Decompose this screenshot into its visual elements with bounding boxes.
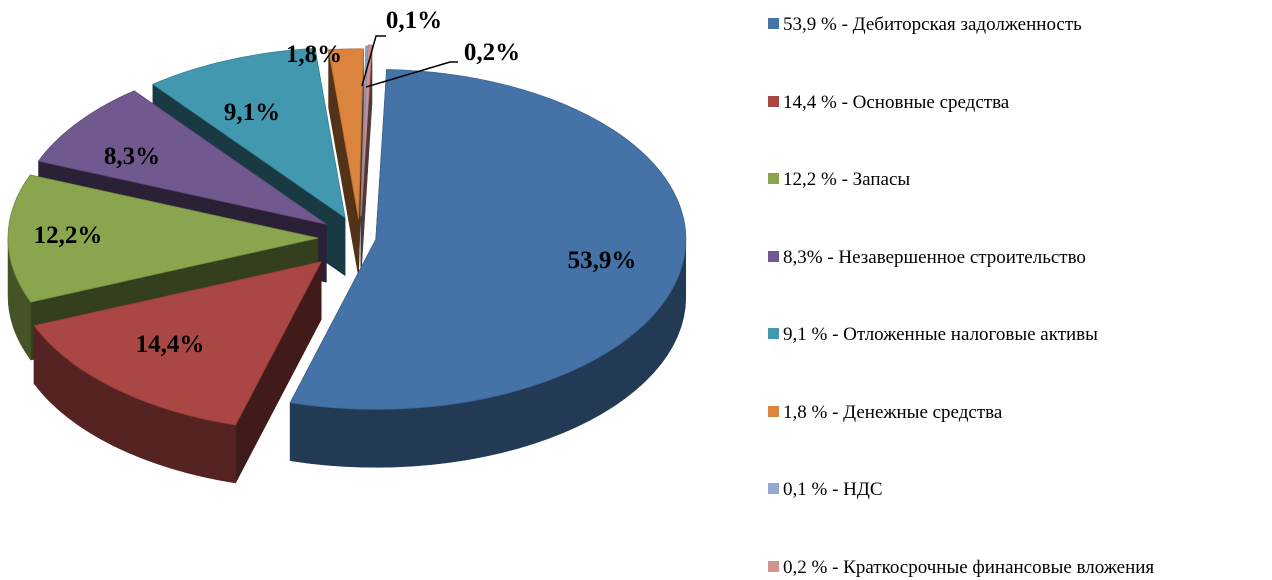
legend-item: 53,9 % - Дебиторская задолженность <box>768 14 1082 36</box>
data-label-0: 53,9% <box>568 247 637 274</box>
legend-swatch <box>768 95 779 107</box>
pie-slice-0 <box>289 69 687 410</box>
legend-label: 8,3% - Незавершенное строительство <box>783 246 1086 268</box>
legend-label: 53,9 % - Дебиторская задолженность <box>783 14 1082 35</box>
legend-item: 1,8 % - Денежные средства <box>768 402 1002 424</box>
pie-slice-5 <box>328 48 364 219</box>
data-label-6: 0,1% <box>386 7 442 34</box>
legend-swatch <box>768 405 779 417</box>
legend-label: 9,1 % - Отложенные налоговые активы <box>783 324 1098 345</box>
leader-line-6 <box>361 35 386 87</box>
legend-item: 14,4 % - Основные средства <box>768 92 1009 114</box>
legend-item: 0,2 % - Краткосрочные финансовые вложени… <box>768 557 1154 579</box>
pie-slice-1 <box>33 261 322 426</box>
data-label-3: 8,3% <box>104 143 160 170</box>
legend-swatch <box>768 483 779 494</box>
data-label-1: 14,4% <box>136 331 205 358</box>
data-label-4: 9,1% <box>224 99 280 126</box>
data-label-7: 0,2% <box>464 39 520 66</box>
legend-swatch <box>768 18 779 29</box>
pie-slice-2 <box>7 174 319 303</box>
pie-slice-3 <box>37 90 327 225</box>
legend-swatch <box>768 560 779 572</box>
legend-label: 0,1 % - НДС <box>783 479 883 500</box>
pie-chart: 53,9% 14,4% 12,2% 8,3% 9,1% 1,8% 0,1% 0,2% <box>7 7 687 484</box>
legend-item: 9,1 % - Отложенные налоговые активы <box>768 324 1098 346</box>
data-label-2: 12,2% <box>34 222 103 249</box>
legend-item: 12,2 % - Запасы <box>768 169 910 191</box>
legend-item: 0,1 % - НДС <box>768 479 883 501</box>
legend-label: 0,2 % - Краткосрочные финансовые вложени… <box>783 556 1155 578</box>
legend-swatch <box>768 173 779 184</box>
legend-swatch <box>768 328 779 339</box>
pie-slice-7 <box>360 44 373 216</box>
legend-label: 1,8 % - Денежные средства <box>783 401 1003 423</box>
legend-label: 14,4 % - Основные средства <box>783 91 1010 113</box>
legend-swatch <box>768 250 779 262</box>
legend-label: 12,2 % - Запасы <box>783 169 911 190</box>
data-label-5: 1,8% <box>286 41 342 68</box>
legend-item: 8,3% - Незавершенное строительство <box>768 247 1086 269</box>
leader-line-7 <box>365 61 458 88</box>
pie-slice-4 <box>152 48 346 219</box>
